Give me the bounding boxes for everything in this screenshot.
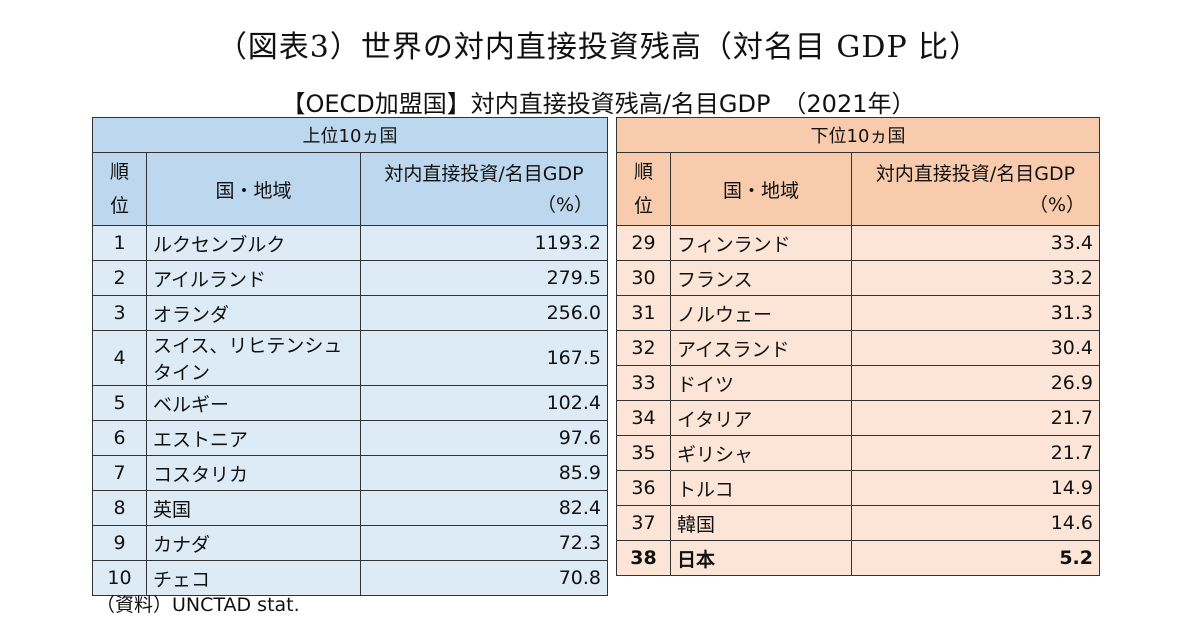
value-cell: 85.9 <box>360 455 608 491</box>
country-cell: フランス <box>670 260 852 296</box>
rank-cell: 2 <box>92 260 147 296</box>
rank-cell: 37 <box>616 505 671 541</box>
value-cell: 72.3 <box>360 525 608 561</box>
table-row: 5 ベルギー 102.4 <box>92 385 608 421</box>
country-cell: アイルランド <box>146 260 361 296</box>
value-cell: 26.9 <box>851 365 1100 401</box>
rank-cell: 3 <box>92 295 147 331</box>
top10-table: 上位10ヵ国 順位 国・地域 対内直接投資/名目GDP （%） 1 ルクセンブルク… <box>92 117 608 596</box>
country-cell: ルクセンブルク <box>146 225 361 261</box>
value-cell: 279.5 <box>360 260 608 296</box>
value-cell: 30.4 <box>851 330 1100 366</box>
rank-cell: 8 <box>92 490 147 526</box>
country-header: 国・地域 <box>146 152 361 226</box>
rank-header: 順位 <box>92 152 147 226</box>
table-row: 36 トルコ 14.9 <box>616 470 1100 506</box>
value-cell: 102.4 <box>360 385 608 421</box>
country-cell: スイス、リヒテンシュタイン <box>146 330 361 386</box>
table-row: 34 イタリア 21.7 <box>616 400 1100 436</box>
rank-cell: 34 <box>616 400 671 436</box>
table-row: 7 コスタリカ 85.9 <box>92 455 608 491</box>
country-cell: アイスランド <box>670 330 852 366</box>
value-cell: 70.8 <box>360 560 608 596</box>
table-row: 10 チェコ 70.8 <box>92 560 608 596</box>
country-header: 国・地域 <box>670 152 852 226</box>
table-row: 37 韓国 14.6 <box>616 505 1100 541</box>
rank-cell: 31 <box>616 295 671 331</box>
value-cell: 31.3 <box>851 295 1100 331</box>
bottom10-table: 下位10ヵ国 順位 国・地域 対内直接投資/名目GDP （%） 29 フィンランド… <box>616 117 1100 576</box>
table-row: 29 フィンランド 33.4 <box>616 225 1100 261</box>
table-row: 30 フランス 33.2 <box>616 260 1100 296</box>
country-cell: ギリシャ <box>670 435 852 471</box>
rank-cell: 10 <box>92 560 147 596</box>
value-cell: 14.9 <box>851 470 1100 506</box>
value-cell: 167.5 <box>360 330 608 386</box>
top10-group-title: 上位10ヵ国 <box>92 117 608 153</box>
table-row: 9 カナダ 72.3 <box>92 525 608 561</box>
value-cell: 14.6 <box>851 505 1100 541</box>
country-cell: 日本 <box>670 540 852 576</box>
table-row: 33 ドイツ 26.9 <box>616 365 1100 401</box>
table-row: 3 オランダ 256.0 <box>92 295 608 331</box>
table-row: 2 アイルランド 279.5 <box>92 260 608 296</box>
value-header: 対内直接投資/名目GDP （%） <box>851 152 1100 226</box>
country-cell: ノルウェー <box>670 295 852 331</box>
value-cell: 33.4 <box>851 225 1100 261</box>
rank-cell: 29 <box>616 225 671 261</box>
rank-cell: 35 <box>616 435 671 471</box>
figure-title: （図表3）世界の対内直接投資残高（対名目 GDP 比） <box>216 30 981 65</box>
table-row: 38 日本 5.2 <box>616 540 1100 576</box>
rank-cell: 7 <box>92 455 147 491</box>
table-row: 32 アイスランド 30.4 <box>616 330 1100 366</box>
table-row: 4 スイス、リヒテンシュタイン 167.5 <box>92 330 608 386</box>
country-cell: エストニア <box>146 420 361 456</box>
rank-cell: 38 <box>616 540 671 576</box>
value-cell: 82.4 <box>360 490 608 526</box>
country-cell: イタリア <box>670 400 852 436</box>
bottom10-group-title: 下位10ヵ国 <box>616 117 1100 153</box>
rank-cell: 32 <box>616 330 671 366</box>
country-cell: コスタリカ <box>146 455 361 491</box>
table-subtitle: 【OECD加盟国】対内直接投資残高/名目GDP （2021年） <box>281 90 916 118</box>
rank-cell: 5 <box>92 385 147 421</box>
rank-cell: 6 <box>92 420 147 456</box>
country-cell: トルコ <box>670 470 852 506</box>
table-row: 8 英国 82.4 <box>92 490 608 526</box>
country-cell: オランダ <box>146 295 361 331</box>
country-cell: ベルギー <box>146 385 361 421</box>
rank-cell: 4 <box>92 330 147 386</box>
value-cell: 5.2 <box>851 540 1100 576</box>
value-cell: 97.6 <box>360 420 608 456</box>
value-cell: 1193.2 <box>360 225 608 261</box>
rank-cell: 36 <box>616 470 671 506</box>
country-cell: 英国 <box>146 490 361 526</box>
value-cell: 21.7 <box>851 400 1100 436</box>
country-cell: 韓国 <box>670 505 852 541</box>
value-cell: 33.2 <box>851 260 1100 296</box>
country-cell: カナダ <box>146 525 361 561</box>
table-row: 6 エストニア 97.6 <box>92 420 608 456</box>
table-row: 31 ノルウェー 31.3 <box>616 295 1100 331</box>
source-note: （資料）UNCTAD stat. <box>96 594 300 616</box>
value-header: 対内直接投資/名目GDP （%） <box>360 152 608 226</box>
value-cell: 21.7 <box>851 435 1100 471</box>
rank-header: 順位 <box>616 152 671 226</box>
country-cell: フィンランド <box>670 225 852 261</box>
country-cell: ドイツ <box>670 365 852 401</box>
rank-cell: 33 <box>616 365 671 401</box>
rank-cell: 30 <box>616 260 671 296</box>
rank-cell: 1 <box>92 225 147 261</box>
value-cell: 256.0 <box>360 295 608 331</box>
rank-cell: 9 <box>92 525 147 561</box>
table-row: 35 ギリシャ 21.7 <box>616 435 1100 471</box>
table-row: 1 ルクセンブルク 1193.2 <box>92 225 608 261</box>
